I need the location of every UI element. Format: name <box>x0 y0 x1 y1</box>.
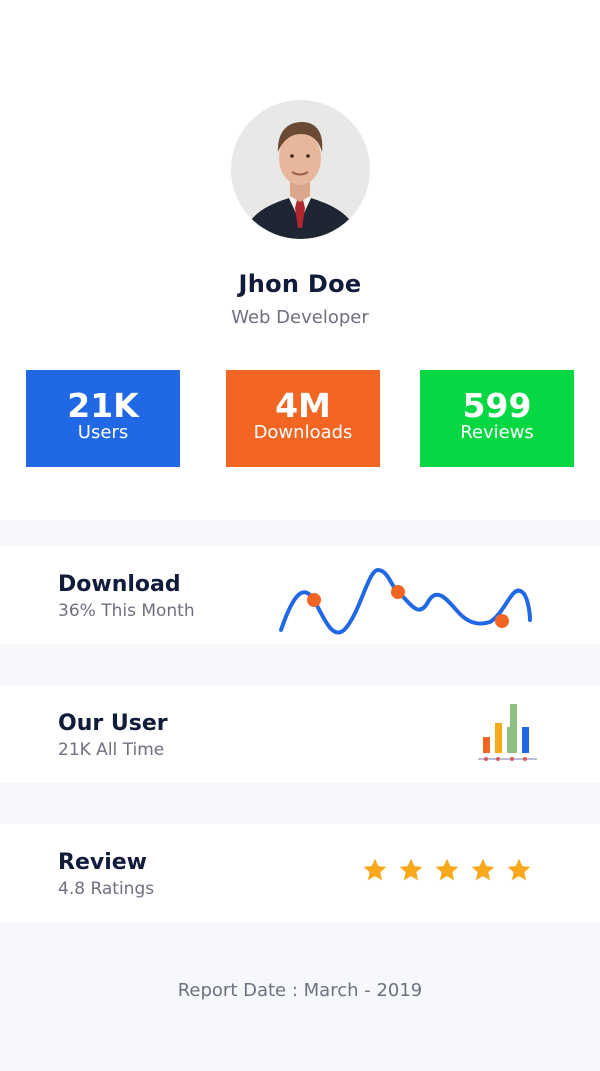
star-icon <box>399 858 423 881</box>
star-icon <box>471 858 495 881</box>
card-title: Our User <box>58 711 168 736</box>
avatar[interactable] <box>231 100 370 239</box>
stat-label: Downloads <box>253 422 353 443</box>
wave-point-1 <box>307 593 321 607</box>
card-subtitle: 4.8 Ratings <box>58 879 155 899</box>
star-icon <box>363 858 387 881</box>
star-rating <box>362 857 532 883</box>
download-card[interactable]: Download 36% This Month <box>0 546 600 644</box>
stat-label: Users <box>77 422 129 443</box>
bar-chart-icon <box>478 704 537 761</box>
star-icon <box>435 858 459 881</box>
stat-label: Reviews <box>460 422 534 443</box>
card-title: Review <box>58 850 147 875</box>
line-wave-chart-icon <box>279 567 532 635</box>
our-user-card[interactable]: Our User 21K All Time <box>0 685 600 783</box>
stat-card-downloads[interactable]: 4M Downloads <box>226 370 380 467</box>
stat-card-users[interactable]: 21K Users <box>26 370 180 467</box>
stat-value: 599 <box>462 386 532 425</box>
star-icon <box>507 858 531 881</box>
review-card[interactable]: Review 4.8 Ratings <box>0 824 600 922</box>
profile-name: Jhon Doe <box>238 270 362 298</box>
card-title: Download <box>58 572 181 597</box>
card-subtitle: 36% This Month <box>58 601 195 621</box>
wave-point-2 <box>391 585 405 599</box>
profile-role: Web Developer <box>231 307 369 328</box>
report-date: Report Date : March - 2019 <box>177 980 423 1001</box>
wave-point-3 <box>495 614 509 628</box>
stat-card-reviews[interactable]: 599 Reviews <box>420 370 574 467</box>
card-subtitle: 21K All Time <box>58 740 165 760</box>
stat-value: 4M <box>275 386 331 425</box>
person-photo-icon <box>231 100 370 239</box>
stat-value: 21K <box>67 386 139 425</box>
